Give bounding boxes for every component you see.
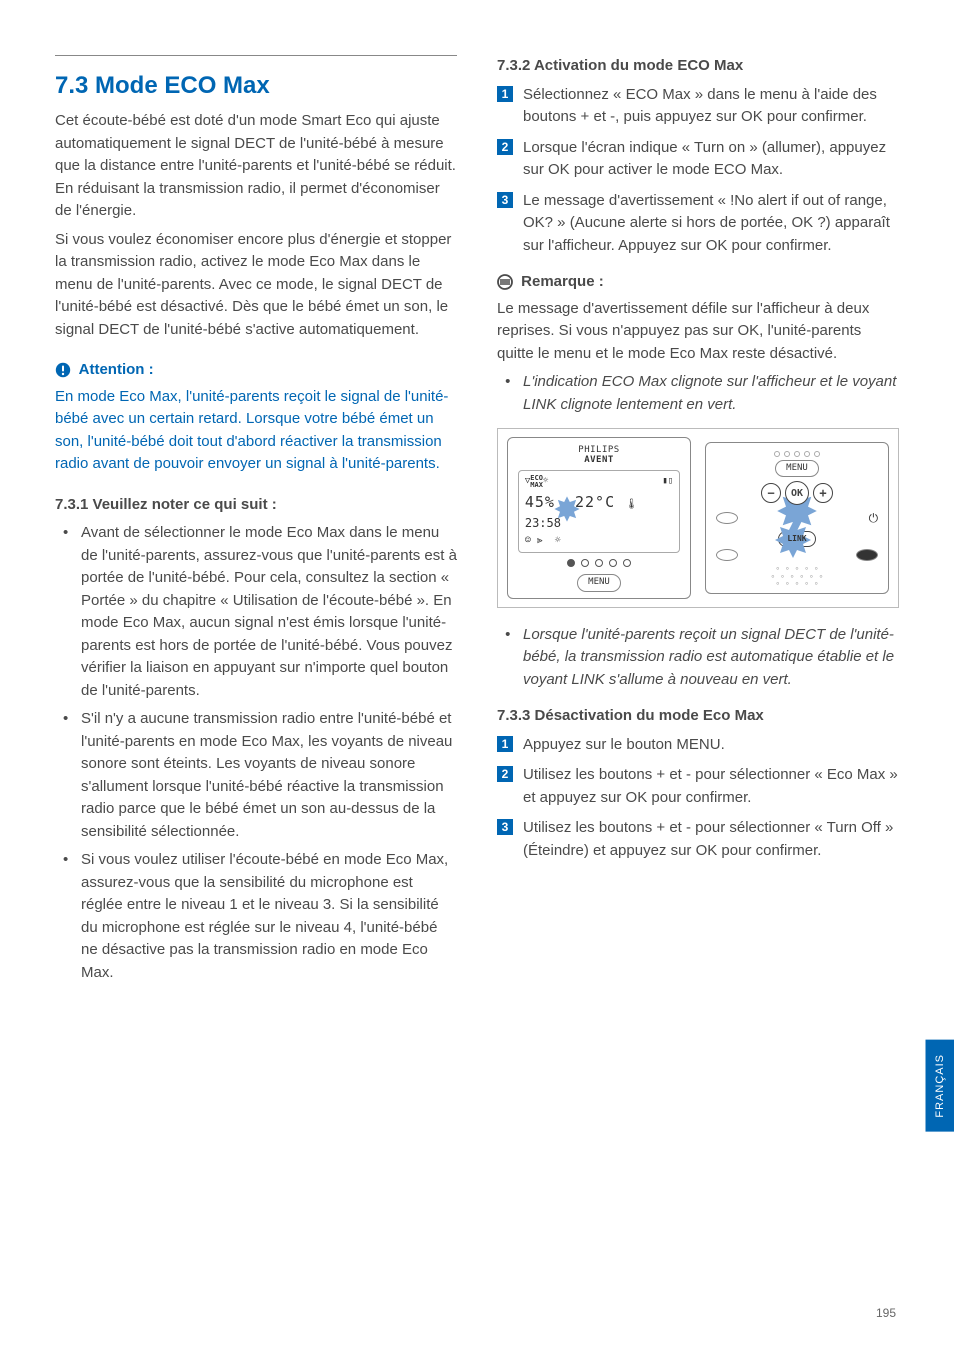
- eco-max-indicator: ECOMAX: [530, 475, 543, 489]
- subsection-732-heading: 7.3.2 Activation du mode ECO Max: [497, 55, 899, 78]
- indicator-dot: [774, 451, 780, 457]
- face-icon: ☺: [525, 535, 531, 546]
- indicator-dot: [814, 451, 820, 457]
- oval-button: [856, 549, 878, 561]
- step-item: Utilisez les boutons + et - pour sélecti…: [497, 817, 899, 862]
- speaker-grille: ∘ ∘ ∘ ∘ ∘∘ ∘ ∘ ∘ ∘ ∘∘ ∘ ∘ ∘ ∘: [716, 565, 878, 587]
- control-row: − OK +: [716, 481, 878, 505]
- talk-button: [716, 512, 738, 524]
- step-item: Sélectionnez « ECO Max » dans le menu à …: [497, 84, 899, 129]
- subsection-733-heading: 7.3.3 Désactivation du mode Eco Max: [497, 705, 899, 728]
- result-list-2: Lorsque l'unité-parents reçoit un signal…: [497, 624, 899, 692]
- attention-label-text: Attention :: [79, 361, 154, 378]
- deactivation-steps: Appuyez sur le bouton MENU. Utilisez les…: [497, 734, 899, 863]
- lcd-status-row: ▽ ECOMAX ☼ ▮▯: [525, 475, 673, 489]
- thermometer-icon: 🌡: [625, 499, 639, 510]
- note-bullet: Avant de sélectionner le mode Eco Max da…: [55, 522, 457, 702]
- sound-level-leds: [518, 559, 680, 567]
- eco-highlight-icon: [553, 495, 581, 529]
- left-column: 7.3 Mode ECO Max Cet écoute-bébé est dot…: [55, 55, 457, 990]
- activation-steps: Sélectionnez « ECO Max » dans le menu à …: [497, 84, 899, 258]
- humidity-value: 45%: [525, 493, 555, 511]
- battery-icon: ▮▯: [662, 475, 673, 489]
- attention-heading: Attention :: [55, 359, 457, 382]
- led-icon: [567, 559, 575, 567]
- indicator-dot: [794, 451, 800, 457]
- menu-button: MENU: [577, 574, 621, 592]
- parent-unit-controls: MENU − OK + ⏻: [705, 442, 889, 594]
- subsection-731-heading: 7.3.1 Veuillez noter ce qui suit :: [55, 494, 457, 517]
- device-figure: PHILIPS AVENT ▽ ECOMAX ☼ ▮▯ 45% 22°C 🌡: [497, 428, 899, 608]
- lcd-screen: ▽ ECOMAX ☼ ▮▯ 45% 22°C 🌡 23:58 ☺ ⫸ ☼: [518, 470, 680, 554]
- link-button: LINK: [778, 531, 815, 547]
- remarque-body: Le message d'avertissement défile sur l'…: [497, 298, 899, 366]
- step-item: Utilisez les boutons + et - pour sélecti…: [497, 764, 899, 809]
- lcd-icon-row: ☺ ⫸ ☼: [525, 533, 673, 548]
- brand-bottom: AVENT: [518, 456, 680, 466]
- menu-button: MENU: [775, 460, 819, 478]
- step-item: Le message d'avertissement « !No alert i…: [497, 190, 899, 258]
- lcd-main-row: 45% 22°C 🌡: [525, 491, 673, 514]
- note-icon: [497, 274, 513, 290]
- result-bullet: Lorsque l'unité-parents reçoit un signal…: [497, 624, 899, 692]
- light-icon: ☼: [555, 535, 561, 546]
- attention-icon: [55, 362, 71, 378]
- indicator-dot: [784, 451, 790, 457]
- brand-label: PHILIPS AVENT: [518, 446, 680, 466]
- intro-para-1: Cet écoute-bébé est doté d'un mode Smart…: [55, 110, 457, 223]
- top-indicator-row: [716, 451, 878, 457]
- page-number: 195: [876, 1304, 896, 1322]
- section-title: 7.3 Mode ECO Max: [55, 68, 457, 104]
- parent-unit-diagram: PHILIPS AVENT ▽ ECOMAX ☼ ▮▯ 45% 22°C 🌡: [507, 437, 691, 599]
- remarque-heading: Remarque :: [497, 271, 899, 294]
- led-icon: [595, 559, 603, 567]
- note-bullet: S'il n'y a aucune transmission radio ent…: [55, 708, 457, 843]
- led-icon: [581, 559, 589, 567]
- led-icon: [623, 559, 631, 567]
- note-bullet: Si vous voulez utiliser l'écoute-bébé en…: [55, 849, 457, 984]
- notes-list: Avant de sélectionner le mode Eco Max da…: [55, 522, 457, 984]
- indicator-dot: [804, 451, 810, 457]
- link-label: LINK: [787, 534, 806, 543]
- attention-body: En mode Eco Max, l'unité-parents reçoit …: [55, 386, 457, 476]
- result-list-1: L'indication ECO Max clignote sur l'affi…: [497, 371, 899, 416]
- led-icon: [609, 559, 617, 567]
- vibrate-icon: ⫸: [537, 535, 543, 546]
- step-item: Appuyez sur le bouton MENU.: [497, 734, 899, 757]
- right-column: 7.3.2 Activation du mode ECO Max Sélecti…: [497, 55, 899, 990]
- remarque-label-text: Remarque :: [521, 273, 604, 290]
- language-tab: FRANÇAIS: [926, 1040, 954, 1132]
- temperature-value: 22°C: [575, 493, 615, 511]
- lcd-time-row: 23:58: [525, 514, 673, 532]
- page-content: 7.3 Mode ECO Max Cet écoute-bébé est dot…: [0, 0, 954, 1020]
- result-bullet: L'indication ECO Max clignote sur l'affi…: [497, 371, 899, 416]
- step-item: Lorsque l'écran indique « Turn on » (all…: [497, 137, 899, 182]
- section-rule: [55, 55, 457, 56]
- sun-icon: ☼: [543, 475, 548, 489]
- intro-para-2: Si vous voulez économiser encore plus d'…: [55, 229, 457, 342]
- oval-button: [716, 549, 738, 561]
- power-icon: ⏻: [869, 509, 879, 527]
